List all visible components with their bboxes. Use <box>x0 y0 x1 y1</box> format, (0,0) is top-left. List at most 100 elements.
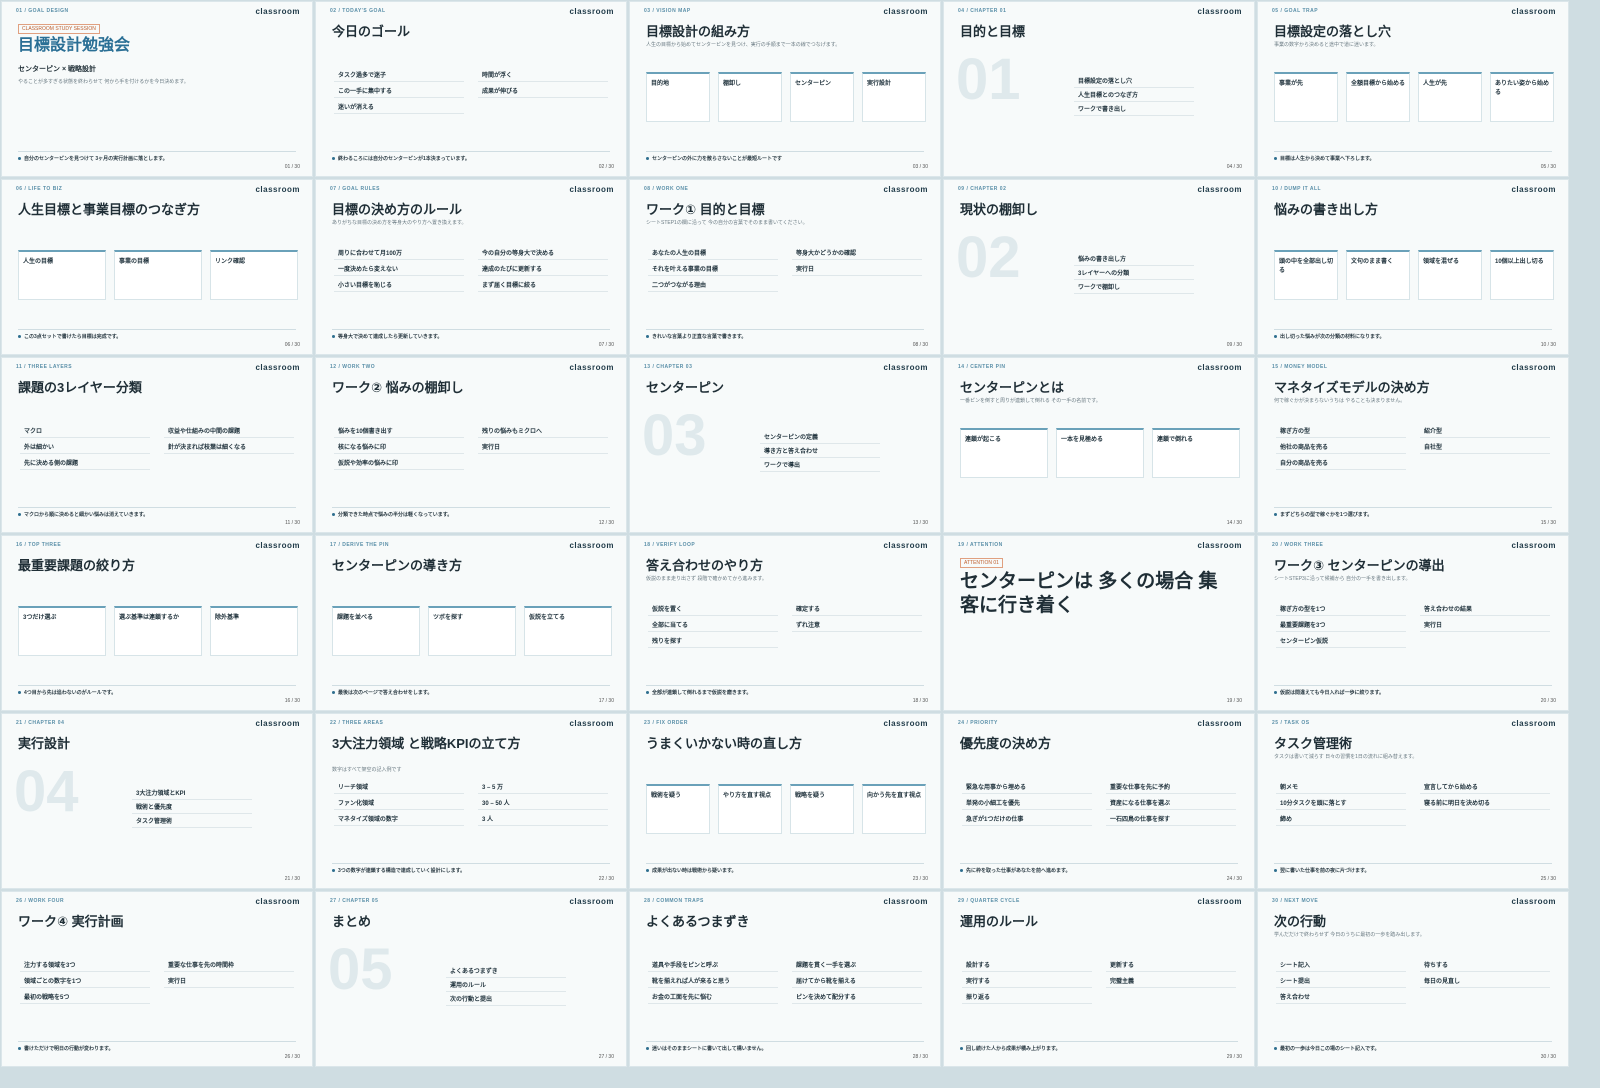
footer-note: 成果が出ない時は戦術から疑います。 <box>646 867 737 874</box>
divider <box>1274 507 1552 508</box>
slide: 10 / DUMP IT ALL classroom 悩みの書き出し方 頭の中を全部出… <box>1257 179 1569 355</box>
divider <box>646 329 924 330</box>
slide: 06 / LIFE TO BIZ classroom 人生目標と事業目標のつなぎ方人… <box>1 179 313 355</box>
step-card: ありたい姿から始める <box>1490 72 1554 122</box>
step-card: 文句のまま書く <box>1346 250 1410 300</box>
brand: classroom <box>1197 719 1242 728</box>
page-number: 05 / 30 <box>1540 164 1556 170</box>
brand: classroom <box>883 7 928 16</box>
list-item: 宣言してから始める <box>1420 780 1550 794</box>
list-item: 悩みを10個書き出す <box>334 424 464 438</box>
page-number: 16 / 30 <box>284 698 300 704</box>
divider <box>1274 863 1552 864</box>
step-card: 戦略を疑う <box>790 784 854 834</box>
footer-note: 出し切った悩みが次の分類の材料になります。 <box>1274 333 1385 340</box>
chapter-number: 02 <box>956 225 1021 290</box>
page-number: 25 / 30 <box>1540 876 1556 882</box>
slide: 22 / THREE AREAS classroom 3大注力領域 と戦略KPIの立… <box>315 713 627 889</box>
slide: 20 / WORK THREE classroom ワーク③ センターピンの導出 シー… <box>1257 535 1569 711</box>
list-item: マネタイズ領域の数字 <box>334 812 464 826</box>
slide-title: 現状の棚卸し <box>960 202 1039 217</box>
divider <box>646 685 924 686</box>
page-number: 13 / 30 <box>912 520 928 526</box>
brand: classroom <box>1511 363 1556 372</box>
step-card: 選ぶ基準は連鎖するか <box>114 606 202 656</box>
chapter-number: 05 <box>328 937 393 1002</box>
slide-title: 目的と目標 <box>960 24 1026 39</box>
slide-kicker: 29 / QUARTER CYCLE <box>958 898 1020 904</box>
list-item: 実行日 <box>1420 618 1550 632</box>
page-number: 18 / 30 <box>912 698 928 704</box>
slide-kicker: 05 / GOAL TRAP <box>1272 8 1319 14</box>
footer-note: 3つの数字が連鎖する構造で達成していく設計にします。 <box>332 867 465 874</box>
page-number: 19 / 30 <box>1226 698 1242 704</box>
list-item: 一石四鳥の仕事を探す <box>1106 812 1236 826</box>
slide-kicker: 09 / CHAPTER 02 <box>958 186 1007 192</box>
footer-note: まずどちらの型で稼ぐかを1つ選びます。 <box>1274 511 1372 518</box>
divider <box>332 685 610 686</box>
slide: 07 / GOAL RULES classroom 目標の決め方のルール ありがちな目… <box>315 179 627 355</box>
step-card: 人生の目標 <box>18 250 106 300</box>
brand: classroom <box>255 541 300 550</box>
page-number: 29 / 30 <box>1226 1054 1242 1060</box>
page-number: 23 / 30 <box>912 876 928 882</box>
divider <box>646 863 924 864</box>
slide-kicker: 10 / DUMP IT ALL <box>1272 186 1322 192</box>
list-item: センターピン仮説 <box>1276 634 1406 648</box>
lead-text: 仮説のまま走り出さず 段階で確かめてから進みます。 <box>646 576 767 582</box>
page-number: 15 / 30 <box>1540 520 1556 526</box>
brand: classroom <box>883 541 928 550</box>
footer-note: きれいな言葉より正直な言葉で書きます。 <box>646 333 746 340</box>
slide-kicker: 11 / THREE LAYERS <box>16 364 73 370</box>
list-item: 朝メモ <box>1276 780 1406 794</box>
slide-title: 目標設計勉強会 <box>18 37 131 54</box>
list-item: ピンを決めて配分する <box>792 990 922 1004</box>
slide-kicker: 03 / VISION MAP <box>644 8 691 14</box>
list-item: 最重要課題を3つ <box>1276 618 1406 632</box>
slide-title: 最重要課題の絞り方 <box>18 558 136 573</box>
page-number: 06 / 30 <box>284 342 300 348</box>
step-card: やり方を直す視点 <box>718 784 782 834</box>
list-item: 仮説や効率の悩みに印 <box>334 456 464 470</box>
slide-title: ワーク② 悩みの棚卸し <box>332 380 464 395</box>
step-card: 除外基準 <box>210 606 298 656</box>
lead-text: 事業の数字から決めると途中で道に迷います。 <box>1274 42 1379 48</box>
chapter-number: 03 <box>642 403 707 468</box>
divider <box>646 151 924 152</box>
list-item: タスク過多で迷子 <box>334 68 464 82</box>
agenda-item: 次の行動と提出 <box>446 992 566 1006</box>
slide-title: センターピン <box>646 380 725 395</box>
step-card: 人生が先 <box>1418 72 1482 122</box>
slide-kicker: 21 / CHAPTER 04 <box>16 720 65 726</box>
brand: classroom <box>255 363 300 372</box>
slide-title: 今日のゴール <box>332 24 411 39</box>
brand: classroom <box>1197 363 1242 372</box>
page-number: 26 / 30 <box>284 1054 300 1060</box>
chapter-number: 04 <box>14 759 79 824</box>
divider <box>1274 685 1552 686</box>
slide-kicker: 15 / MONEY MODEL <box>1272 364 1328 370</box>
footer-note: この3点セットで書けたら目標は完成です。 <box>18 333 121 340</box>
list-item: ずれ注意 <box>792 618 922 632</box>
page-number: 20 / 30 <box>1540 698 1556 704</box>
tag: CLASSROOM STUDY SESSION <box>18 24 100 34</box>
slide-title: 人生目標と事業目標のつなぎ方 <box>18 202 201 217</box>
list-item: 振り返る <box>962 990 1092 1004</box>
footer-note: 書けただけで明日の行動が変わります。 <box>18 1045 114 1052</box>
list-item: 自分の商品を売る <box>1276 456 1406 470</box>
step-card: 3つだけ選ぶ <box>18 606 106 656</box>
slide-kicker: 19 / ATTENTION <box>958 542 1003 548</box>
footer-note: 翌に書いた仕事を前の夜に片づけます。 <box>1274 867 1370 874</box>
brand: classroom <box>255 7 300 16</box>
page-number: 24 / 30 <box>1226 876 1242 882</box>
list-item: 課題を貫く一手を選ぶ <box>792 958 922 972</box>
brand: classroom <box>1197 897 1242 906</box>
slide-title: 運用のルール <box>960 914 1039 929</box>
list-item: それを叶える事業の目標 <box>648 262 778 276</box>
lead-text: タスクは書いて減らす 日々の習慣を1日の流れに組み替えます。 <box>1274 754 1418 760</box>
agenda-item: タスク管理術 <box>132 814 252 828</box>
list-item: 全部に当てる <box>648 618 778 632</box>
page-number: 27 / 30 <box>598 1054 614 1060</box>
list-item: 仮説を置く <box>648 602 778 616</box>
brand: classroom <box>569 185 614 194</box>
